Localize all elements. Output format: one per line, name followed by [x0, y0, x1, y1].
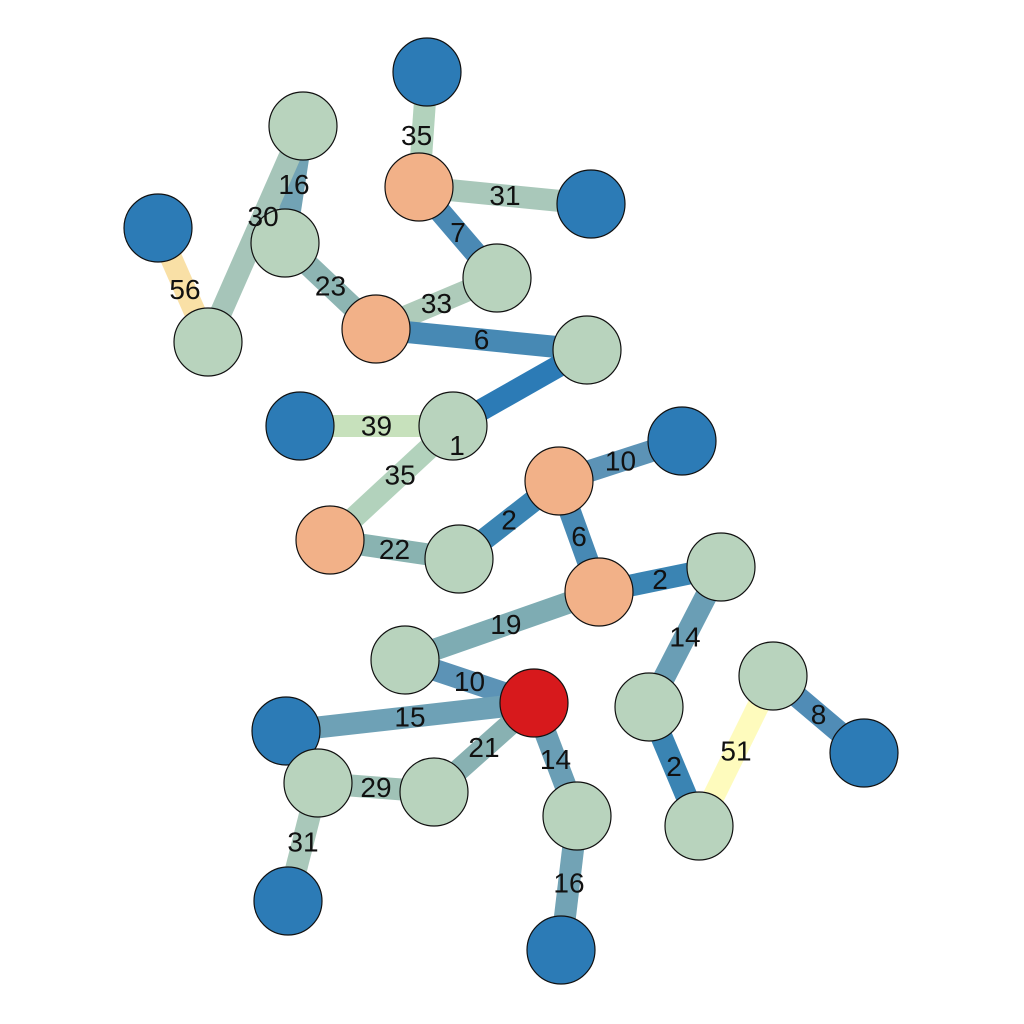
node-n17-hub [564, 557, 634, 627]
node-n24-inner [399, 757, 469, 827]
edge-label-n3-n7: 7 [450, 217, 466, 248]
edge-label-n17-n19: 19 [490, 609, 521, 640]
node-layer [123, 37, 899, 985]
node-n19-inner [370, 625, 440, 695]
edge-label-n10-n12: 1 [449, 430, 465, 461]
edge-label-n23-n24: 29 [360, 772, 391, 803]
edge-label-n16-n13: 2 [501, 505, 517, 536]
node-n21-leaf [251, 696, 321, 766]
node-n20-root [499, 668, 569, 738]
node-n14-leaf [647, 406, 717, 476]
edge-label-n1-n3: 35 [401, 120, 432, 151]
edge-label-n2-n9: 30 [248, 201, 279, 232]
edge-label-n17-n18: 2 [652, 564, 668, 595]
edge-label-n12-n15: 35 [385, 460, 416, 491]
edge-label-n21-n20: 15 [394, 702, 425, 733]
node-n4-leaf [556, 169, 626, 239]
node-n30-leaf [526, 915, 596, 985]
node-n23-inner [283, 748, 353, 818]
edge-label-n24-n20: 21 [468, 732, 499, 763]
edge-label-n28-n29: 51 [720, 736, 751, 767]
node-n29-inner [738, 641, 808, 711]
edge-label-n6-n8: 23 [315, 271, 346, 302]
node-n26-leaf [829, 718, 899, 788]
node-n1-leaf [392, 37, 462, 107]
node-n27-inner [542, 781, 612, 851]
node-n12-inner [418, 391, 488, 461]
edge-label-n27-n30: 16 [553, 868, 584, 899]
edge-label-n8-n10: 6 [474, 324, 490, 355]
edge-label-n13-n14: 10 [605, 446, 636, 477]
node-n9-inner [173, 307, 243, 377]
edge-label-n13-n17: 6 [571, 521, 587, 552]
edge-n21-n20 [284, 692, 536, 742]
edge-label-n11-n12: 39 [361, 411, 392, 442]
node-n3-hub [384, 152, 454, 222]
edge-label-n3-n4: 31 [489, 180, 520, 211]
node-n6-inner [250, 208, 320, 278]
edge-label-n29-n26: 8 [811, 699, 827, 730]
edge-label-n18-n22: 14 [669, 622, 700, 653]
edge-n8-n10 [374, 318, 589, 361]
node-n18-inner [686, 532, 756, 602]
edge-label-n22-n28: 2 [666, 751, 682, 782]
node-n11-leaf [265, 391, 335, 461]
node-n25-leaf [253, 866, 323, 936]
edge-label-n20-n27: 14 [540, 744, 571, 775]
node-n2-inner [268, 91, 338, 161]
node-n16-inner [424, 524, 494, 594]
node-n28-inner [664, 791, 734, 861]
edge-label-n15-n16: 22 [379, 534, 410, 565]
node-n15-hub [295, 505, 365, 575]
edge-label-n19-n20: 10 [454, 666, 485, 697]
node-n8-hub [341, 294, 411, 364]
edge-label-n2-n6: 16 [278, 169, 309, 200]
node-n13-hub [524, 446, 594, 516]
edge-label-n7-n8: 33 [421, 288, 452, 319]
node-n22-inner [614, 672, 684, 742]
node-n7-inner [462, 243, 532, 313]
node-n10-inner [552, 315, 622, 385]
node-n5-leaf [123, 193, 193, 263]
edge-label-n23-n25: 31 [287, 827, 318, 858]
edge-label-n5-n9: 56 [169, 274, 200, 305]
